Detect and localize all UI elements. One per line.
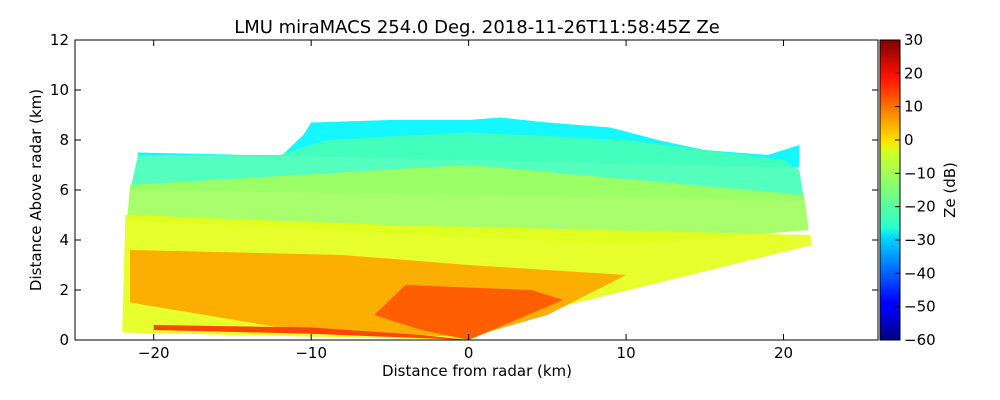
region-ground-band xyxy=(153,325,469,340)
colorbar-tick-label: −60 xyxy=(904,331,936,349)
region-near-radar-core xyxy=(374,285,564,340)
x-tick-label: −10 xyxy=(295,344,327,362)
y-tick-label: 6 xyxy=(59,181,69,199)
x-tick-label: 0 xyxy=(464,344,474,362)
colorbar-axis: −60 −50 −40 −30 −20 −10 0 10 20 30 xyxy=(895,31,936,349)
y-axis: 0 2 4 6 8 10 12 xyxy=(50,31,878,349)
y-axis-label: Distance Above radar (km) xyxy=(27,89,45,291)
colorbar-tick-label: 20 xyxy=(904,64,923,82)
reflectivity-field xyxy=(122,117,812,340)
colorbar-tick-label: 10 xyxy=(904,98,923,116)
colorbar-tick-label: 0 xyxy=(904,131,914,149)
colorbar-tick-label: −50 xyxy=(904,298,936,316)
x-axis-label: Distance from radar (km) xyxy=(382,362,572,380)
x-tick-label: 10 xyxy=(617,344,636,362)
colorbar-tick-label: −10 xyxy=(904,164,936,182)
colorbar-tick-label: −20 xyxy=(904,198,936,216)
x-tick-label: 20 xyxy=(774,344,793,362)
y-tick-label: 10 xyxy=(50,81,69,99)
x-axis: −20 −10 0 10 20 xyxy=(138,40,793,362)
y-tick-label: 2 xyxy=(59,281,69,299)
colorbar-tick-label: −40 xyxy=(904,264,936,282)
colorbar-tick-label: −30 xyxy=(904,231,936,249)
x-tick-label: −20 xyxy=(138,344,170,362)
y-tick-label: 0 xyxy=(59,331,69,349)
colorbar-label: Ze (dB) xyxy=(941,162,959,218)
colorbar xyxy=(879,39,901,341)
y-tick-label: 12 xyxy=(50,31,69,49)
y-tick-label: 4 xyxy=(59,231,69,249)
chart-title: LMU miraMACS 254.0 Deg. 2018-11-26T11:58… xyxy=(234,17,720,38)
y-tick-label: 8 xyxy=(59,131,69,149)
colorbar-tick-label: 30 xyxy=(904,31,923,49)
